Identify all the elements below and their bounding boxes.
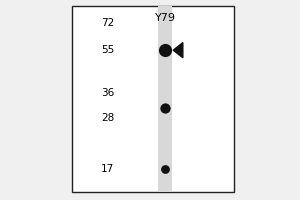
- FancyBboxPatch shape: [158, 6, 172, 192]
- Text: Y79: Y79: [154, 13, 176, 23]
- Point: [163, 167, 167, 170]
- Text: 55: 55: [101, 45, 114, 55]
- Point: [163, 49, 167, 52]
- FancyBboxPatch shape: [72, 6, 234, 192]
- Text: 72: 72: [101, 18, 114, 28]
- Text: 17: 17: [101, 164, 114, 174]
- Text: 36: 36: [101, 88, 114, 98]
- Text: 28: 28: [101, 113, 114, 123]
- Point: [163, 106, 167, 110]
- Polygon shape: [173, 43, 183, 58]
